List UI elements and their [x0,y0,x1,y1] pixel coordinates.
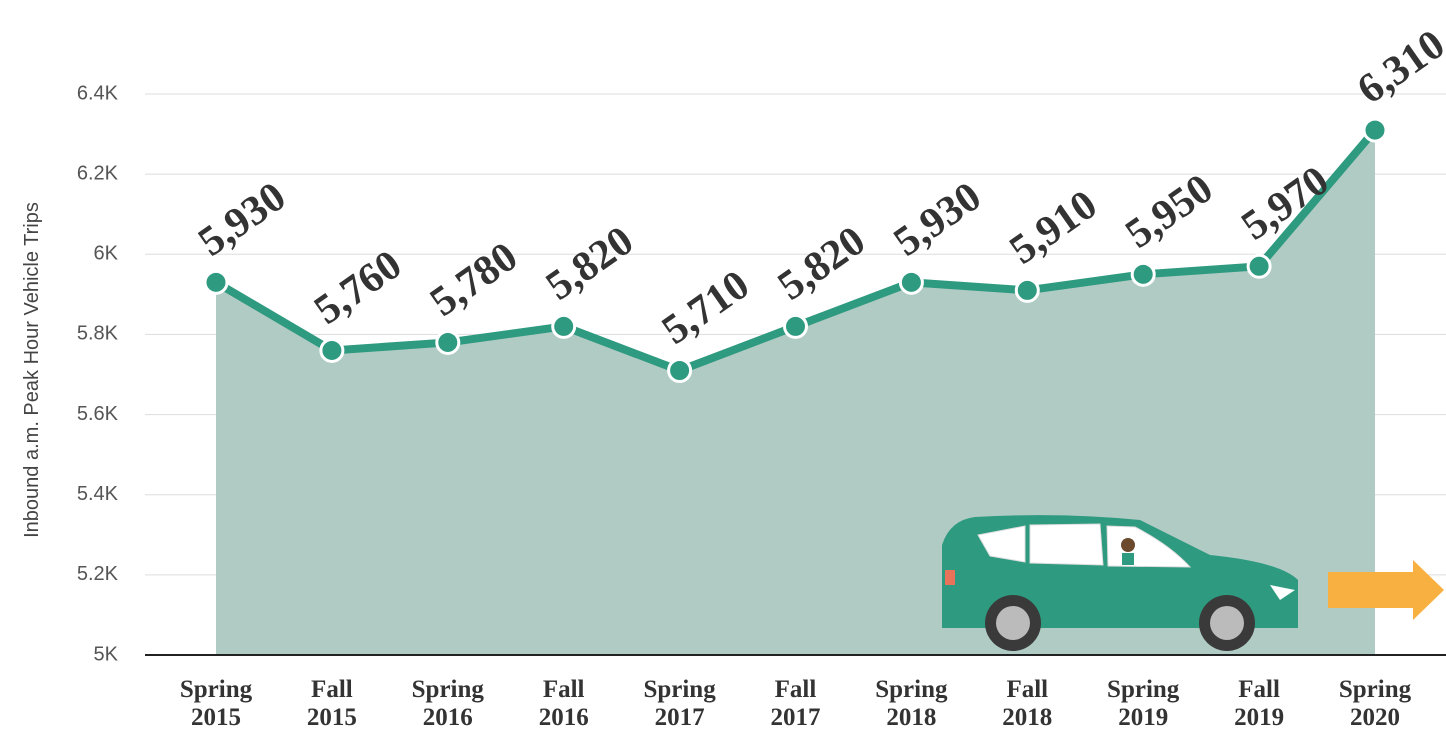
value-label: 6,310 [1349,21,1446,113]
value-label: 5,910 [1002,182,1106,274]
point [1362,117,1388,143]
x-tick-label: Fall 2019 [1234,676,1285,731]
point [898,269,924,295]
point [1130,261,1156,287]
y-tick-label: 5.6K [77,403,119,425]
car-illustration [942,515,1444,651]
y-tick-label: 5K [94,643,119,665]
point [667,357,693,383]
point [783,313,808,339]
point [1014,277,1040,303]
value-label: 5,820 [538,218,642,310]
x-tick-label: Spring 2015 [179,676,253,731]
x-tick-label: Spring 2018 [875,676,948,731]
x-tick-label: Fall 2018 [1002,676,1053,731]
x-tick-label: Spring 2016 [411,676,484,731]
x-tick-label: Fall 2016 [538,676,589,731]
y-axis-label: Inbound a.m. Peak Hour Vehicle Trips [21,202,43,538]
y-tick-label: 6.2K [77,162,119,184]
y-tick-label: 5.2K [77,563,119,585]
point [551,313,577,339]
point [435,329,461,355]
value-label: 5,820 [770,218,874,310]
x-tick-label: Spring 2019 [1107,676,1180,731]
x-tick-label: Spring 2020 [1338,676,1412,731]
value-label: 5,930 [886,174,990,266]
value-label: 5,760 [306,242,410,334]
value-label: 5,950 [1118,166,1222,258]
point [1246,253,1272,279]
y-tick-label: 5.4K [77,483,119,505]
x-tick-label: Spring 2017 [643,676,716,731]
point [203,269,229,295]
value-label: 5,930 [190,174,294,266]
value-label: 5,780 [422,234,526,326]
y-tick-label: 5.8K [77,323,119,345]
y-tick-label: 6K [94,243,119,265]
x-tick-label: Fall 2015 [306,676,357,731]
x-tick-label: Fall 2017 [770,676,821,731]
point [319,337,345,363]
value-label: 5,710 [654,262,758,354]
y-tick-label: 6.4K [77,82,119,104]
